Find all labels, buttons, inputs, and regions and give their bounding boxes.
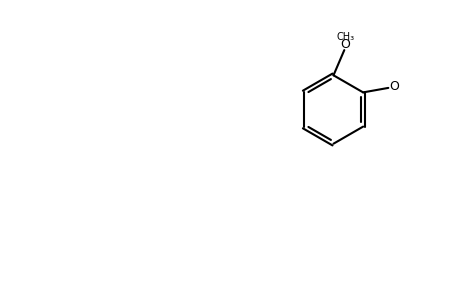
Text: CH₃: CH₃	[336, 32, 353, 42]
Text: O: O	[340, 38, 349, 51]
Text: O: O	[389, 80, 399, 94]
